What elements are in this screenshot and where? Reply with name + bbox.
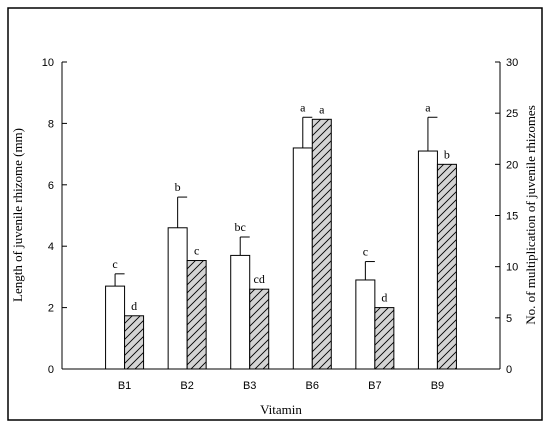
- bar-length: [167, 227, 188, 370]
- significance-label: a: [425, 100, 431, 114]
- significance-label: bc: [235, 220, 246, 234]
- x-tick-label: B7: [368, 380, 381, 392]
- significance-label: c: [194, 244, 199, 258]
- bar-multiplication: [124, 315, 145, 370]
- x-tick-label: B9: [431, 380, 444, 392]
- right-y-tick-label: 5: [506, 313, 512, 325]
- left-y-tick-label: 8: [48, 118, 54, 130]
- bar-length: [292, 147, 313, 370]
- significance-label: d: [381, 291, 387, 305]
- outer-frame: [7, 7, 543, 421]
- right-y-tick-label: 20: [506, 159, 518, 171]
- right-y-tick-label: 0: [506, 364, 512, 376]
- left-y-tick-label: 6: [48, 180, 54, 192]
- right-y-tick-label: 25: [506, 108, 518, 120]
- right-y-tick-label: 10: [506, 262, 518, 274]
- bar-multiplication: [436, 163, 457, 370]
- left-y-tick-label: 10: [42, 57, 54, 69]
- bar-multiplication: [186, 260, 207, 370]
- right-y-axis-label: No. of multiplication of juvenile rhizom…: [523, 105, 538, 325]
- x-tick-label: B1: [118, 380, 131, 392]
- bar-multiplication: [374, 307, 395, 370]
- significance-label: cd: [254, 272, 265, 286]
- significance-label: d: [131, 299, 137, 313]
- bar-multiplication: [249, 288, 270, 370]
- bar-length: [355, 279, 376, 370]
- significance-label: c: [363, 245, 368, 259]
- bar-length: [230, 254, 251, 370]
- significance-label: b: [444, 147, 450, 161]
- bar-multiplication: [311, 118, 332, 370]
- labels: Vitamin Length of juvenile rhizome (mm) …: [10, 105, 538, 417]
- left-y-tick-label: 4: [48, 241, 54, 253]
- left-y-tick-label: 2: [48, 303, 54, 315]
- x-axis-label: Vitamin: [260, 402, 302, 417]
- bar-length: [105, 285, 126, 370]
- significance-label: a: [319, 102, 325, 116]
- x-tick-label: B2: [180, 380, 193, 392]
- significance-label: a: [300, 100, 306, 114]
- left-y-axis-label: Length of juvenile rhizome (mm): [10, 128, 25, 302]
- left-y-tick-label: 0: [48, 364, 54, 376]
- x-tick-label: B3: [243, 380, 256, 392]
- right-y-tick-label: 15: [506, 211, 518, 223]
- bar-length: [417, 150, 438, 370]
- significance-label: c: [112, 257, 117, 271]
- right-y-tick-label: 30: [506, 57, 518, 69]
- significance-label: b: [175, 180, 181, 194]
- x-tick-label: B6: [306, 380, 319, 392]
